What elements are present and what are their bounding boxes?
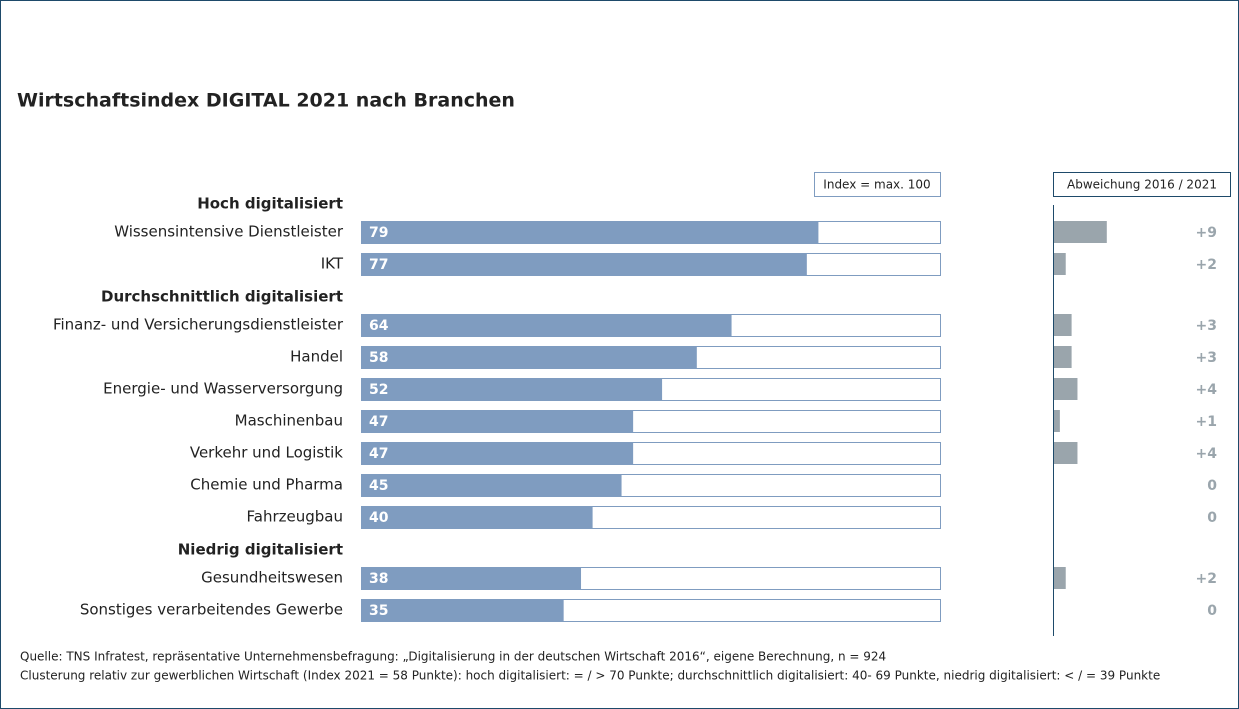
change-bar (1054, 410, 1060, 432)
value-label: 79 (369, 225, 388, 241)
bar (361, 346, 697, 369)
change-bar (1054, 346, 1072, 368)
bar (361, 506, 593, 529)
bar (361, 378, 663, 401)
source: Quelle: TNS Infratest, repräsentative Un… (20, 650, 886, 664)
value-label: 45 (369, 478, 388, 494)
category-label: Verkehr und Logistik (190, 444, 343, 462)
change-label: 0 (1207, 603, 1217, 619)
change-label: +2 (1196, 257, 1217, 273)
value-label: 64 (369, 318, 389, 334)
change-label: +3 (1196, 318, 1217, 334)
category-label: Chemie und Pharma (190, 476, 343, 494)
category-label: Handel (290, 348, 343, 366)
group-label: Durchschnittlich digitalisiert (101, 288, 343, 306)
change-bar (1054, 221, 1107, 243)
change-label: 0 (1207, 478, 1217, 494)
bar (361, 314, 732, 337)
change-bar (1054, 314, 1072, 336)
value-label: 38 (369, 571, 388, 587)
value-label: 40 (369, 510, 389, 526)
change-label: +2 (1196, 571, 1217, 587)
change-label: +4 (1196, 382, 1218, 398)
bar (361, 253, 807, 276)
category-label: Wissensintensive Dienstleister (114, 223, 344, 241)
change-label: 0 (1207, 510, 1217, 526)
value-label: 52 (369, 382, 388, 398)
note: Clusterung relativ zur gewerblichen Wirt… (20, 669, 1160, 683)
change-label: +1 (1196, 414, 1217, 430)
bar (361, 567, 582, 590)
annotation-box (1053, 172, 1231, 197)
change-bar (1054, 442, 1078, 464)
value-label: 47 (369, 446, 388, 462)
bar (361, 474, 622, 497)
category-label: Gesundheitswesen (201, 569, 343, 587)
category-label: Fahrzeugbau (247, 508, 343, 526)
change-label: +3 (1196, 350, 1217, 366)
category-label: Maschinenbau (235, 412, 343, 430)
value-label: 58 (369, 350, 388, 366)
chart-title: Wirtschaftsindex DIGITAL 2021 nach Branc… (17, 90, 515, 112)
category-label: Finanz- und Versicherungsdienstleister (53, 316, 344, 334)
change-label: +9 (1196, 225, 1217, 241)
annotation: Abweichung 2016 / 2021 (1067, 178, 1217, 192)
category-label: Sonstiges verarbeitendes Gewerbe (80, 601, 343, 619)
bar (361, 442, 634, 465)
change-bar (1054, 567, 1066, 589)
change-bar (1054, 378, 1078, 400)
group-label: Hoch digitalisiert (197, 195, 343, 213)
group-label: Niedrig digitalisiert (178, 541, 343, 559)
bar (361, 221, 819, 244)
value-label: 77 (369, 257, 388, 273)
annotation: Index = max. 100 (823, 178, 930, 192)
value-label: 47 (369, 414, 388, 430)
category-label: IKT (321, 255, 344, 273)
category-label: Energie- und Wasserversorgung (103, 380, 343, 398)
bar (361, 599, 564, 622)
change-bar (1054, 253, 1066, 275)
annotation-box (814, 172, 941, 197)
bar (361, 410, 634, 433)
value-label: 35 (369, 603, 388, 619)
change-label: +4 (1196, 446, 1218, 462)
